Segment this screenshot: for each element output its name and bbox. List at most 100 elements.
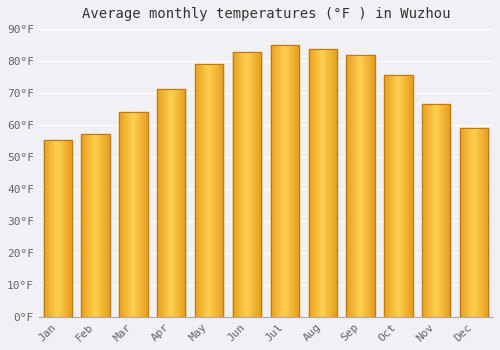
Bar <box>441 104 442 317</box>
Bar <box>250 52 251 317</box>
Bar <box>426 104 427 317</box>
Bar <box>442 104 443 317</box>
Bar <box>205 64 206 317</box>
Bar <box>138 112 139 317</box>
Bar <box>173 89 174 317</box>
Bar <box>214 64 215 317</box>
Bar <box>257 52 258 317</box>
Bar <box>217 64 218 317</box>
Bar <box>293 45 294 317</box>
Bar <box>374 55 375 317</box>
Bar <box>213 64 214 317</box>
Bar <box>289 45 290 317</box>
Bar <box>445 104 446 317</box>
Bar <box>135 112 136 317</box>
Bar <box>311 49 312 317</box>
Bar <box>44 140 45 317</box>
Bar <box>353 55 354 317</box>
Bar <box>392 75 394 317</box>
Bar <box>477 128 478 317</box>
Bar <box>96 134 98 317</box>
Bar <box>481 128 482 317</box>
Bar <box>385 75 386 317</box>
Bar <box>405 75 406 317</box>
Bar <box>472 128 473 317</box>
Bar <box>286 45 287 317</box>
Bar <box>409 75 410 317</box>
Bar <box>234 52 235 317</box>
Bar <box>346 55 347 317</box>
Bar <box>384 75 412 317</box>
Bar <box>199 64 200 317</box>
Bar <box>55 140 56 317</box>
Bar <box>309 49 310 317</box>
Bar <box>404 75 405 317</box>
Bar <box>157 89 158 317</box>
Bar <box>66 140 67 317</box>
Bar <box>100 134 102 317</box>
Bar <box>238 52 239 317</box>
Bar <box>198 64 199 317</box>
Bar <box>437 104 438 317</box>
Bar <box>332 49 333 317</box>
Bar <box>296 45 297 317</box>
Bar <box>440 104 441 317</box>
Bar <box>239 52 240 317</box>
Bar <box>208 64 209 317</box>
Bar <box>384 75 385 317</box>
Bar <box>395 75 396 317</box>
Bar <box>408 75 409 317</box>
Bar <box>223 64 224 317</box>
Bar <box>162 89 163 317</box>
Bar <box>478 128 479 317</box>
Bar <box>334 49 335 317</box>
Bar <box>129 112 130 317</box>
Bar <box>294 45 295 317</box>
Bar <box>204 64 205 317</box>
Bar <box>275 45 276 317</box>
Bar <box>90 134 91 317</box>
Bar <box>439 104 440 317</box>
Bar <box>476 128 477 317</box>
Bar <box>314 49 315 317</box>
Bar <box>273 45 274 317</box>
Bar <box>47 140 48 317</box>
Bar <box>125 112 126 317</box>
Bar <box>89 134 90 317</box>
Bar <box>335 49 336 317</box>
Bar <box>482 128 483 317</box>
Bar <box>284 45 285 317</box>
Bar <box>177 89 178 317</box>
Bar <box>54 140 55 317</box>
Bar <box>68 140 69 317</box>
Bar <box>169 89 170 317</box>
Bar <box>197 64 198 317</box>
Bar <box>137 112 138 317</box>
Bar <box>103 134 104 317</box>
Bar <box>468 128 469 317</box>
Bar <box>288 45 289 317</box>
Bar <box>422 104 423 317</box>
Bar <box>438 104 439 317</box>
Bar <box>52 140 53 317</box>
Bar <box>410 75 411 317</box>
Bar <box>333 49 334 317</box>
Bar <box>336 49 337 317</box>
Bar <box>329 49 330 317</box>
Bar <box>98 134 99 317</box>
Bar <box>449 104 450 317</box>
Bar <box>182 89 183 317</box>
Bar <box>277 45 278 317</box>
Bar <box>159 89 160 317</box>
Bar <box>469 128 470 317</box>
Bar <box>252 52 253 317</box>
Bar <box>119 112 120 317</box>
Bar <box>447 104 448 317</box>
Bar <box>253 52 254 317</box>
Bar <box>325 49 326 317</box>
Bar <box>46 140 47 317</box>
Bar <box>206 64 207 317</box>
Bar <box>121 112 122 317</box>
Bar <box>247 52 248 317</box>
Bar <box>207 64 208 317</box>
